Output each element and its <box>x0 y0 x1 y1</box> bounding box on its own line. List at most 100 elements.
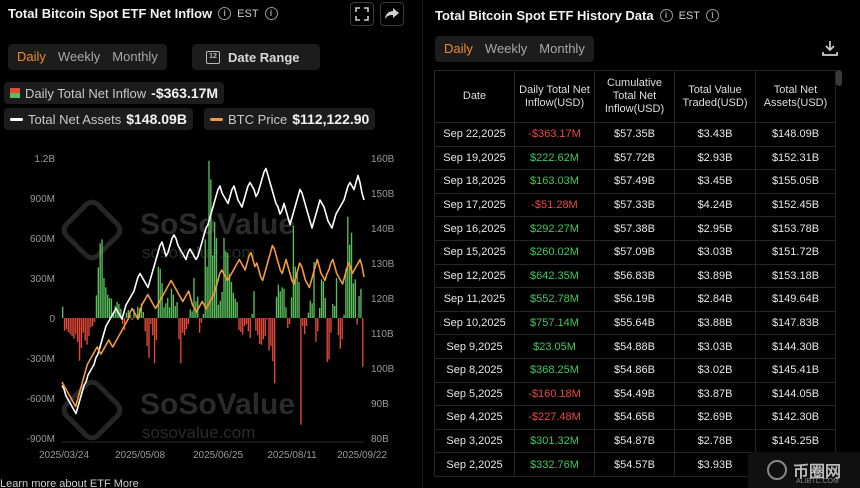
inflow-bar <box>84 318 86 341</box>
info-icon[interactable]: i <box>218 7 232 20</box>
inflow-bar <box>168 307 171 318</box>
history-timezone-info-icon[interactable]: i <box>706 9 720 22</box>
inflow-bar <box>213 222 216 318</box>
legend-btc-value: $112,122.90 <box>292 111 370 127</box>
inflow-bar <box>298 282 300 318</box>
cell-cumulative: $57.33B <box>594 192 675 218</box>
y-right-tick-label: 100B <box>371 364 395 375</box>
col-daily-inflow[interactable]: Daily Total Net Inflow(USD) <box>514 70 595 123</box>
table-row[interactable]: Sep 22,2025 -$363.17M $57.35B $3.43B $148.09… <box>434 122 836 147</box>
table-row[interactable]: Sep 10,2025 $757.14M $55.64B $3.88B $147.83B <box>434 310 836 336</box>
history-tab-monthly[interactable]: Monthly <box>539 41 585 56</box>
table-row[interactable]: Sep 11,2025 $552.78M $56.19B $2.84B $149.64B <box>434 287 836 312</box>
cell-date: Sep 8,2025 <box>434 357 515 383</box>
cell-assets: $155.05B <box>755 169 836 194</box>
table-row[interactable]: Sep 19,2025 $222.62M $57.72B $2.93B $152.31B <box>434 145 836 171</box>
inflow-bar <box>182 318 184 333</box>
inflow-bar <box>161 283 163 318</box>
legend-inflow[interactable]: Daily Total Net Inflow -$363.17M <box>4 82 225 104</box>
inflow-bar <box>333 306 336 318</box>
cell-daily-inflow: $757.14M <box>514 310 595 336</box>
date-range-button[interactable]: 12 Date Range <box>192 44 320 70</box>
inflow-bar <box>337 318 340 336</box>
y-left-tick-label: -300M <box>27 354 55 365</box>
inflow-bar <box>206 266 208 318</box>
cell-traded: $4.24B <box>674 192 756 218</box>
table-body: Sep 22,2025 -$363.17M $57.35B $3.43B $148.09… <box>434 122 836 477</box>
inflow-bar <box>148 318 150 358</box>
inflow-bar <box>167 298 169 318</box>
inflow-bar <box>178 318 180 340</box>
cell-assets: $152.45B <box>755 192 836 218</box>
legend-assets[interactable]: Total Net Assets $148.09B <box>4 108 193 130</box>
cell-daily-inflow: $222.62M <box>514 145 595 171</box>
table-row[interactable]: Sep 16,2025 $292.27M $57.38B $2.95B $153.78B <box>434 216 836 241</box>
col-net-assets[interactable]: Total Net Assets(USD) <box>755 70 836 123</box>
x-tick-label: 2025/05/08 <box>115 450 165 461</box>
cell-cumulative: $57.38B <box>594 216 675 241</box>
cell-cumulative: $54.57B <box>594 452 675 477</box>
cell-traded: $2.93B <box>674 145 756 171</box>
y-left-tick-label: -600M <box>27 394 55 405</box>
col-cumulative-inflow[interactable]: Cumulative Total Net Inflow(USD) <box>594 70 675 123</box>
table-row[interactable]: Sep 15,2025 $260.02M $57.09B $3.03B $151.72B <box>434 239 836 265</box>
table-row[interactable]: Sep 5,2025 -$160.18M $54.49B $3.87B $144.05B <box>434 381 836 407</box>
tab-weekly[interactable]: Weekly <box>57 49 101 64</box>
cell-date: Sep 2,2025 <box>434 452 515 477</box>
inflow-bar <box>101 239 103 318</box>
tab-monthly[interactable]: Monthly <box>112 49 158 64</box>
table-row[interactable]: Sep 17,2025 -$51.28M $57.33B $4.24B $152.45B <box>434 192 836 218</box>
history-tab-daily[interactable]: Daily <box>444 41 473 56</box>
inflow-bar <box>360 288 362 318</box>
inflow-bar <box>159 268 161 318</box>
cell-daily-inflow: $292.27M <box>514 216 595 241</box>
cell-cumulative: $56.83B <box>594 263 675 289</box>
cell-traded: $2.84B <box>674 287 756 312</box>
table-row[interactable]: Sep 9,2025 $23.05M $54.88B $3.03B $144.30B <box>434 334 836 359</box>
corner-badge-name: 币圈网 <box>792 464 841 481</box>
inflow-bar <box>275 296 278 318</box>
legend-btc[interactable]: BTC Price $112,122.90 <box>204 108 376 130</box>
table-row[interactable]: Sep 12,2025 $642.35M $56.83B $3.89B $153.18B <box>434 263 836 289</box>
white-line-legend-icon <box>10 117 23 121</box>
timezone-info-icon[interactable]: i <box>264 7 278 20</box>
inflow-bar <box>350 232 353 318</box>
cell-date: Sep 12,2025 <box>434 263 515 289</box>
fullscreen-icon[interactable] <box>350 2 374 26</box>
inflow-bar <box>204 239 206 318</box>
inflow-bar <box>260 318 263 345</box>
table-scrollbar-track[interactable] <box>836 70 842 488</box>
tab-daily[interactable]: Daily <box>17 49 46 64</box>
inflow-bar <box>309 300 311 318</box>
table-scrollbar[interactable] <box>836 70 842 86</box>
inflow-bar <box>176 302 178 318</box>
inflow-bar <box>247 318 250 332</box>
inflow-bar <box>268 318 270 351</box>
history-info-icon[interactable]: i <box>659 9 673 22</box>
col-value-traded[interactable]: Total Value Traded(USD) <box>674 70 756 123</box>
series-lines <box>61 167 365 415</box>
share-icon[interactable] <box>380 2 404 26</box>
inflow-bar <box>78 318 81 361</box>
footer-more-link[interactable]: More <box>113 478 139 488</box>
inflow-bar <box>303 318 306 334</box>
date-range-label: Date Range <box>228 49 300 65</box>
inflow-bar <box>215 238 218 318</box>
footer-text: Learn more about ETF <box>0 478 111 488</box>
history-tab-weekly[interactable]: Weekly <box>484 41 528 56</box>
cell-traded: $3.87B <box>674 381 756 407</box>
inflow-bar <box>65 318 68 330</box>
col-date[interactable]: Date <box>434 70 515 123</box>
inflow-bar <box>75 318 77 334</box>
chart-header: Total Bitcoin Spot ETF Net Inflow i EST … <box>8 6 278 21</box>
inflow-bar <box>279 291 281 318</box>
inflow-bar <box>272 318 274 362</box>
table-row[interactable]: Sep 18,2025 $163.03M $57.49B $3.45B $155.05B <box>434 169 836 194</box>
table-row[interactable]: Sep 3,2025 $301.32M $54.87B $2.78B $145.25B <box>434 428 836 454</box>
cell-daily-inflow: $163.03M <box>514 169 595 194</box>
table-row[interactable]: Sep 8,2025 $368.25M $54.86B $3.02B $145.41B <box>434 357 836 383</box>
download-icon[interactable] <box>820 38 840 58</box>
inflow-chart[interactable]: SoSoValuesosovalue.comSoSoValuesosovalue… <box>0 148 412 478</box>
table-row[interactable]: Sep 4,2025 -$227.48M $54.65B $2.69B $142.30B <box>434 405 836 430</box>
inflow-bar <box>210 179 212 318</box>
